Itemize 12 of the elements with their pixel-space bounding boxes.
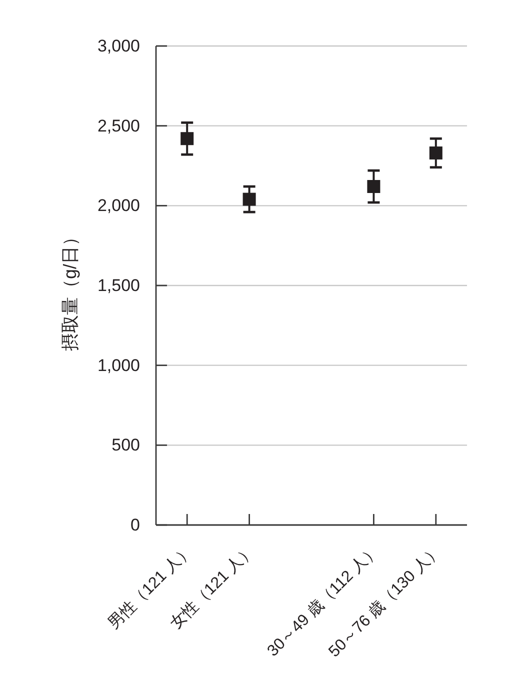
y-tick-label: 1,500	[97, 276, 140, 295]
y-tick-label: 2,000	[97, 196, 140, 216]
point	[242, 192, 256, 206]
y-axis-title: 摂取量（g/日）	[60, 228, 80, 352]
y-tick-label: 1,000	[97, 356, 140, 375]
point	[180, 132, 194, 146]
point	[429, 146, 442, 160]
y-tick-label: 3,000	[97, 36, 140, 56]
point	[367, 180, 380, 194]
y-tick-label: 500	[112, 436, 140, 455]
y-tick-label: 2,500	[97, 116, 140, 136]
y-tick-label: 0	[130, 516, 140, 534]
